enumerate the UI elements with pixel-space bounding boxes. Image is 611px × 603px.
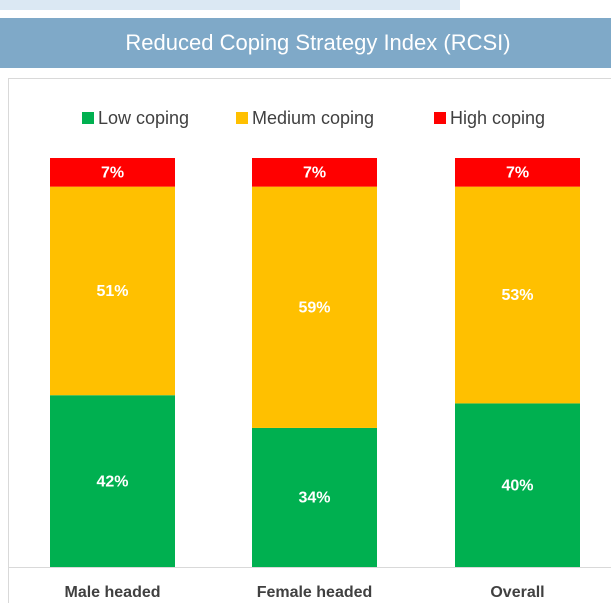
bar-segment <box>50 158 175 187</box>
legend-swatch <box>82 112 94 124</box>
x-tick-label: Female headed <box>257 584 373 601</box>
legend-label: High coping <box>450 108 545 128</box>
data-label: 34% <box>298 490 330 507</box>
bar-segment <box>455 186 580 404</box>
bar-segment <box>455 158 580 187</box>
data-label: 40% <box>501 477 533 494</box>
bar-segment <box>252 186 377 428</box>
plot-frame <box>8 78 611 603</box>
chart-title: Reduced Coping Strategy Index (RCSI) <box>125 30 510 55</box>
bar-segment <box>50 395 175 567</box>
data-label: 59% <box>298 300 330 317</box>
legend-swatch <box>236 112 248 124</box>
legend-swatch <box>434 112 446 124</box>
x-tick-label: Overall <box>490 584 544 601</box>
legend-label: Medium coping <box>252 108 374 128</box>
data-label: 51% <box>96 283 128 300</box>
data-label: 7% <box>303 165 326 182</box>
top-strip <box>0 0 460 10</box>
data-label: 42% <box>96 473 128 490</box>
data-label: 7% <box>101 165 124 182</box>
x-tick-label: Male headed <box>64 584 160 601</box>
bar-segment <box>252 427 377 567</box>
data-label: 7% <box>506 165 529 182</box>
data-label: 53% <box>501 287 533 304</box>
title-banner <box>0 18 611 68</box>
bar-segment <box>252 158 377 187</box>
bar-segment <box>50 186 175 396</box>
bar-segment <box>455 403 580 567</box>
legend-label: Low coping <box>98 108 189 128</box>
